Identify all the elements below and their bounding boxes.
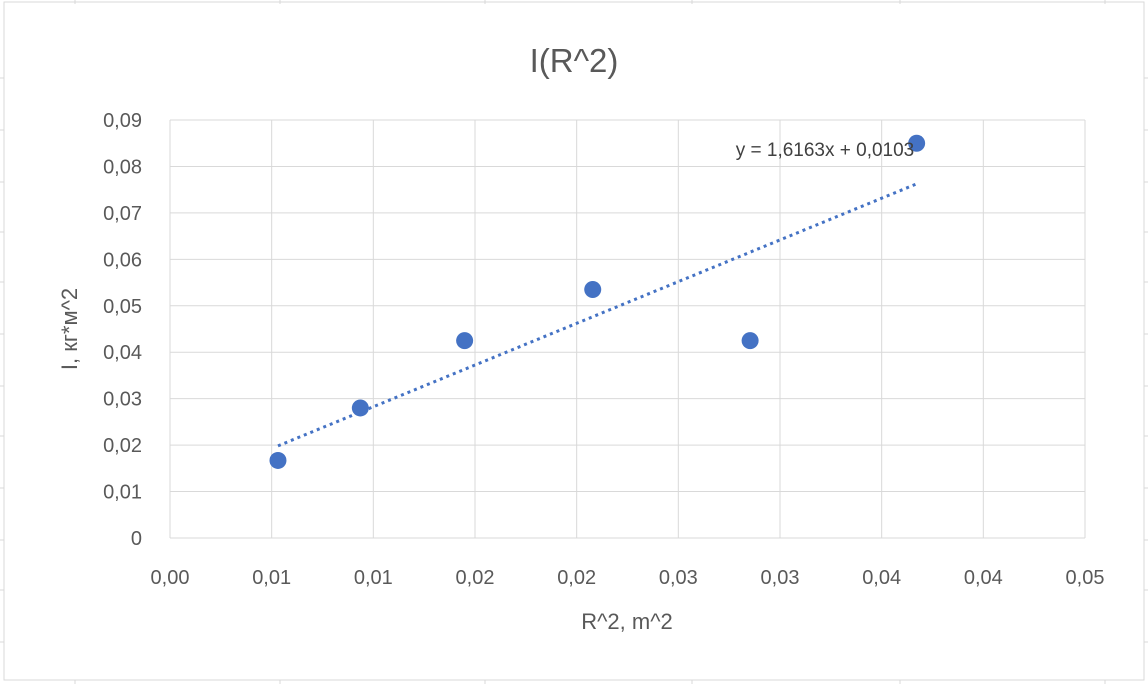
data-point — [269, 451, 287, 469]
x-tick-label: 0,04 — [862, 567, 901, 589]
y-tick-label: 0,01 — [103, 482, 142, 504]
y-tick-label: 0,06 — [103, 249, 142, 271]
x-tick-label: 0,01 — [354, 567, 393, 589]
y-tick-label: 0 — [131, 528, 142, 550]
trendline-equation: y = 1,6163x + 0,0103 — [736, 140, 915, 161]
y-tick-label: 0,09 — [103, 110, 142, 132]
data-point — [584, 281, 602, 299]
x-tick-label: 0,04 — [964, 567, 1003, 589]
x-axis-label: R^2, m^2 — [581, 609, 673, 634]
data-point — [741, 332, 759, 350]
y-tick-label: 0,08 — [103, 156, 142, 178]
x-tick-label: 0,05 — [1066, 567, 1105, 589]
x-tick-label: 0,03 — [659, 567, 698, 589]
y-tick-label: 0,05 — [103, 296, 142, 318]
x-tick-label: 0,00 — [151, 567, 190, 589]
chart-border — [3, 1, 1145, 681]
x-tick-labels: 0,00 0,01 0,01 0,02 0,02 0,03 0,03 0,04 0,04 0,05 — [151, 567, 1105, 589]
y-tick-label: 0,04 — [103, 342, 142, 364]
y-axis-label: I, кг*м^2 — [57, 288, 82, 370]
x-tick-label: 0,02 — [557, 567, 596, 589]
y-tick-label: 0,02 — [103, 435, 142, 457]
data-point — [908, 134, 926, 152]
trendline — [277, 182, 918, 448]
plot-gridlines — [169, 119, 1086, 539]
x-tick-label: 0,03 — [761, 567, 800, 589]
x-tick-label: 0,01 — [252, 567, 291, 589]
data-point — [456, 332, 474, 350]
x-tick-label: 0,02 — [456, 567, 495, 589]
chart-title: I(R^2) — [530, 42, 619, 79]
y-tick-label: 0,07 — [103, 203, 142, 225]
y-tick-labels: 0 0,01 0,02 0,03 0,04 0,05 0,06 0,07 0,08 0,09 — [103, 110, 142, 550]
data-point — [351, 399, 369, 417]
y-tick-label: 0,03 — [103, 389, 142, 411]
data-points — [269, 134, 926, 469]
trendline-group — [277, 182, 918, 448]
